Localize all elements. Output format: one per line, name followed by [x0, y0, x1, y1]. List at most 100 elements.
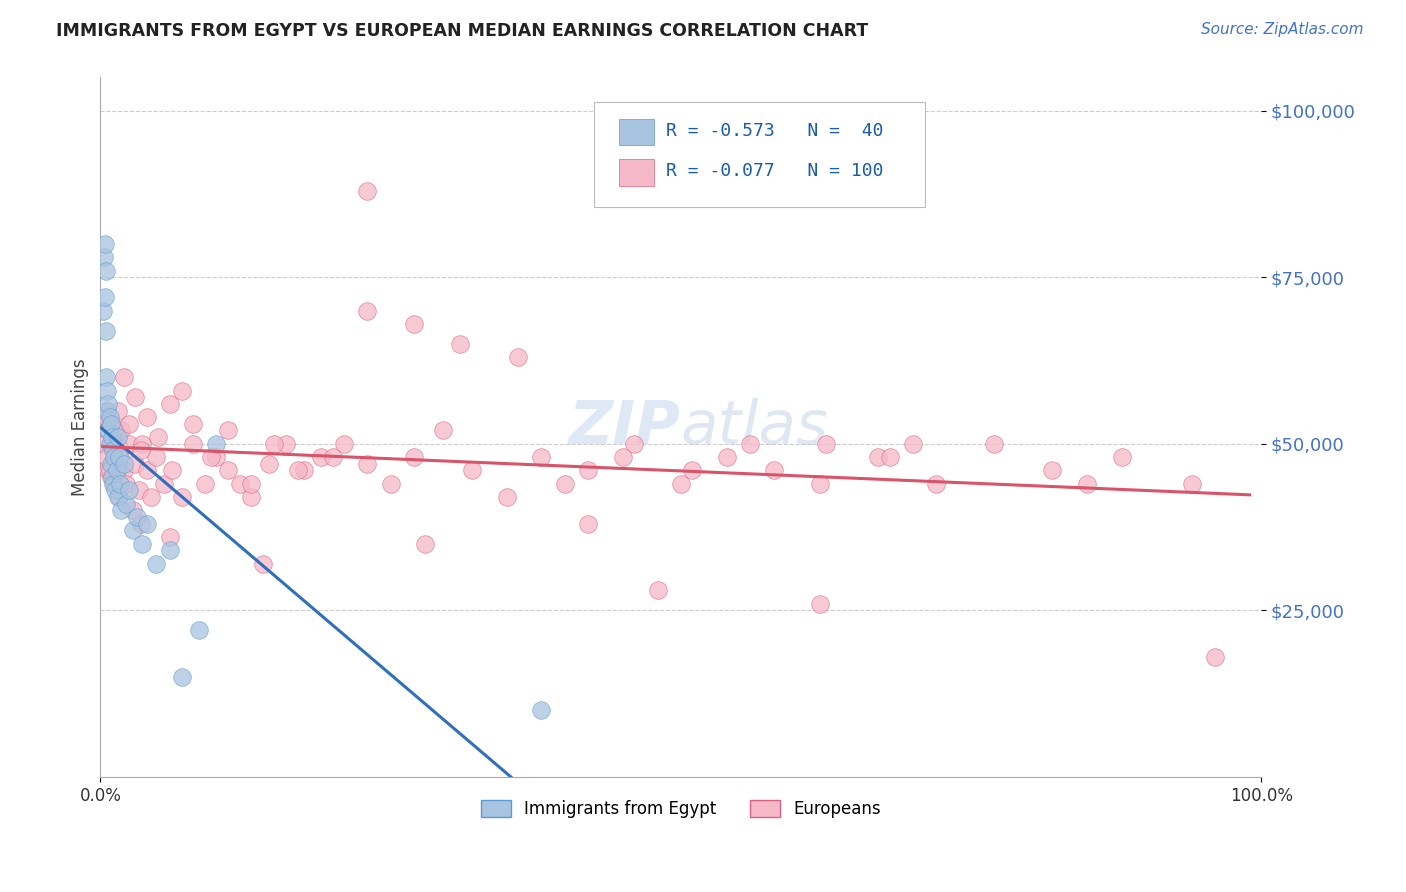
- Point: [868, 450, 890, 464]
- Point: [101, 443, 124, 458]
- Point: [240, 490, 263, 504]
- Point: [159, 397, 181, 411]
- Point: [131, 437, 153, 451]
- Point: [647, 583, 669, 598]
- Point: [1204, 650, 1226, 665]
- Point: [101, 430, 124, 444]
- Point: [129, 516, 152, 531]
- Point: [814, 437, 837, 451]
- Point: [96, 263, 118, 277]
- Point: [181, 417, 204, 431]
- Point: [205, 450, 228, 464]
- Point: [96, 403, 118, 417]
- Point: [554, 476, 576, 491]
- Point: [96, 324, 118, 338]
- Point: [181, 437, 204, 451]
- Point: [808, 597, 831, 611]
- Point: [461, 463, 484, 477]
- Point: [107, 490, 129, 504]
- Point: [415, 537, 437, 551]
- Point: [98, 417, 121, 431]
- Y-axis label: Median Earnings: Median Earnings: [72, 359, 89, 496]
- Point: [287, 463, 309, 477]
- Point: [94, 237, 117, 252]
- Point: [118, 417, 141, 431]
- Point: [118, 437, 141, 451]
- Text: IMMIGRANTS FROM EGYPT VS EUROPEAN MEDIAN EARNINGS CORRELATION CHART: IMMIGRANTS FROM EGYPT VS EUROPEAN MEDIAN…: [56, 22, 869, 40]
- Point: [105, 463, 128, 477]
- Point: [879, 450, 901, 464]
- Point: [159, 530, 181, 544]
- Point: [115, 476, 138, 491]
- Point: [217, 424, 239, 438]
- Point: [508, 350, 530, 364]
- Point: [101, 457, 124, 471]
- Point: [576, 463, 599, 477]
- Point: [356, 457, 378, 471]
- Point: [105, 463, 128, 477]
- Point: [97, 424, 120, 438]
- Point: [91, 303, 114, 318]
- Point: [100, 417, 122, 431]
- Point: [612, 450, 634, 464]
- Point: [170, 384, 193, 398]
- Point: [112, 370, 135, 384]
- Bar: [619, 160, 654, 186]
- Point: [402, 317, 425, 331]
- Point: [669, 476, 692, 491]
- Point: [101, 470, 124, 484]
- Point: [681, 463, 703, 477]
- Point: [93, 410, 115, 425]
- Point: [108, 450, 131, 464]
- Point: [263, 437, 285, 451]
- Point: [901, 437, 924, 451]
- Point: [141, 490, 163, 504]
- Point: [100, 470, 122, 484]
- Point: [93, 250, 115, 264]
- Point: [170, 490, 193, 504]
- Point: [127, 510, 149, 524]
- Text: Source: ZipAtlas.com: Source: ZipAtlas.com: [1201, 22, 1364, 37]
- Point: [121, 503, 143, 517]
- Point: [96, 403, 118, 417]
- Point: [107, 430, 129, 444]
- Point: [101, 437, 124, 451]
- Point: [135, 410, 157, 425]
- Point: [623, 437, 645, 451]
- Point: [257, 457, 280, 471]
- Point: [124, 457, 146, 471]
- Point: [274, 437, 297, 451]
- Point: [380, 476, 402, 491]
- Point: [170, 670, 193, 684]
- Point: [107, 437, 129, 451]
- Point: [1076, 476, 1098, 491]
- Point: [449, 337, 471, 351]
- Point: [716, 450, 738, 464]
- Point: [135, 463, 157, 477]
- Text: R = -0.077   N = 100: R = -0.077 N = 100: [665, 162, 883, 180]
- Point: [96, 370, 118, 384]
- Point: [292, 463, 315, 477]
- Point: [200, 450, 222, 464]
- Point: [124, 390, 146, 404]
- Point: [115, 497, 138, 511]
- Point: [101, 476, 124, 491]
- FancyBboxPatch shape: [593, 102, 925, 207]
- Point: [98, 437, 121, 451]
- Point: [1111, 450, 1133, 464]
- Point: [1181, 476, 1204, 491]
- Point: [217, 463, 239, 477]
- Point: [762, 463, 785, 477]
- Point: [94, 290, 117, 304]
- Point: [740, 437, 762, 451]
- Point: [188, 624, 211, 638]
- Point: [322, 450, 344, 464]
- Point: [97, 397, 120, 411]
- Point: [128, 483, 150, 498]
- Point: [104, 424, 127, 438]
- Point: [145, 557, 167, 571]
- Point: [104, 483, 127, 498]
- Point: [576, 516, 599, 531]
- Point: [162, 463, 184, 477]
- Point: [135, 516, 157, 531]
